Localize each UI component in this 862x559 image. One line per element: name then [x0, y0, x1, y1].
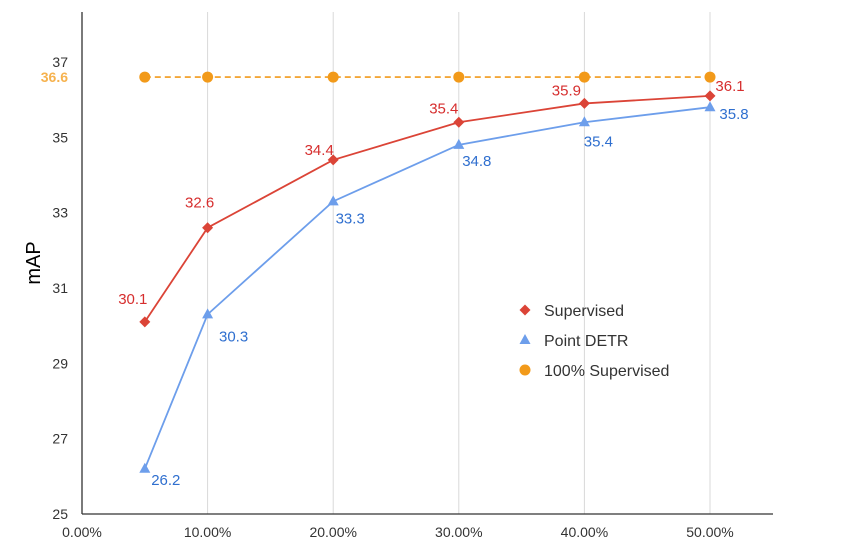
diamond-marker: [704, 90, 716, 102]
data-label: 34.4: [305, 142, 334, 159]
y-axis-ticks: 25 27 29 31 33 35 37: [52, 54, 68, 522]
x-tick-label: 30.00%: [435, 524, 482, 540]
series-line: [143, 106, 711, 470]
triangle-marker: [327, 195, 339, 206]
diamond-marker: [202, 222, 214, 234]
legend-item: Supervised: [519, 303, 624, 320]
triangle-marker: [578, 116, 590, 127]
data-label: 26.2: [151, 472, 180, 489]
y-tick-label: 25: [52, 506, 68, 522]
series-point-detr: 26.2 30.3 33.3 34.8 35.4 35.8: [139, 101, 749, 489]
legend-item: Point DETR: [519, 333, 628, 350]
y-axis-label: mAP: [23, 241, 45, 284]
circle-marker: [327, 71, 339, 83]
y-tick-label: 31: [52, 280, 68, 296]
diamond-marker: [519, 304, 531, 316]
x-tick-label: 0.00%: [62, 524, 102, 540]
x-tick-label: 40.00%: [561, 524, 608, 540]
series-line: [144, 95, 711, 323]
data-label: 36.1: [715, 78, 744, 95]
circle-marker: [139, 71, 151, 83]
y-tick-label: 29: [52, 355, 68, 371]
data-label: 35.9: [552, 82, 581, 99]
legend-label: Point DETR: [544, 333, 628, 350]
x-tick-label: 20.00%: [309, 524, 356, 540]
legend-item: 100% Supervised: [519, 363, 669, 380]
circle-marker: [519, 364, 531, 376]
series-layer: 36.6 26.2 30.3 33.3 34.8 35.4 35.8 30.1 32.6 34.4…: [41, 69, 749, 489]
data-label: 30.1: [118, 291, 147, 308]
triangle-marker: [202, 308, 214, 319]
triangle-marker: [139, 462, 151, 473]
data-label: 34.8: [462, 153, 491, 170]
x-tick-label: 10.00%: [184, 524, 231, 540]
circle-marker: [704, 71, 716, 83]
legend-label: Supervised: [544, 303, 624, 320]
y-tick-label: 27: [52, 431, 68, 447]
data-label: 30.3: [219, 328, 248, 345]
diamond-marker: [327, 154, 339, 166]
series-supervised: 30.1 32.6 34.4 35.4 35.9 36.1: [118, 78, 745, 328]
circle-marker: [453, 71, 465, 83]
series-100-supervised: 36.6: [41, 69, 716, 85]
triangle-marker: [453, 138, 465, 149]
data-label: 35.4: [584, 133, 613, 150]
data-label: 33.3: [336, 210, 365, 227]
data-label: 32.6: [185, 195, 214, 212]
baseline-axis-label: 36.6: [41, 69, 68, 85]
y-tick-label: 35: [52, 129, 68, 145]
vertical-grid: [207, 12, 711, 514]
y-tick-label: 37: [52, 54, 68, 70]
x-axis-ticks: 0.00% 10.00% 20.00% 30.00% 40.00% 50.00%: [62, 524, 734, 540]
data-label: 35.4: [429, 100, 458, 117]
y-tick-label: 33: [52, 205, 68, 221]
data-label: 35.8: [719, 106, 748, 123]
diamond-marker: [453, 116, 465, 128]
legend: Supervised Point DETR 100% Supervised: [519, 303, 669, 380]
circle-marker: [578, 71, 590, 83]
triangle-marker: [704, 101, 716, 112]
diamond-marker: [578, 97, 590, 109]
circle-marker: [202, 71, 214, 83]
triangle-marker: [519, 334, 531, 344]
legend-label: 100% Supervised: [544, 363, 669, 380]
chart-axes: [81, 12, 773, 515]
x-tick-label: 50.00%: [686, 524, 733, 540]
diamond-marker: [139, 316, 151, 328]
